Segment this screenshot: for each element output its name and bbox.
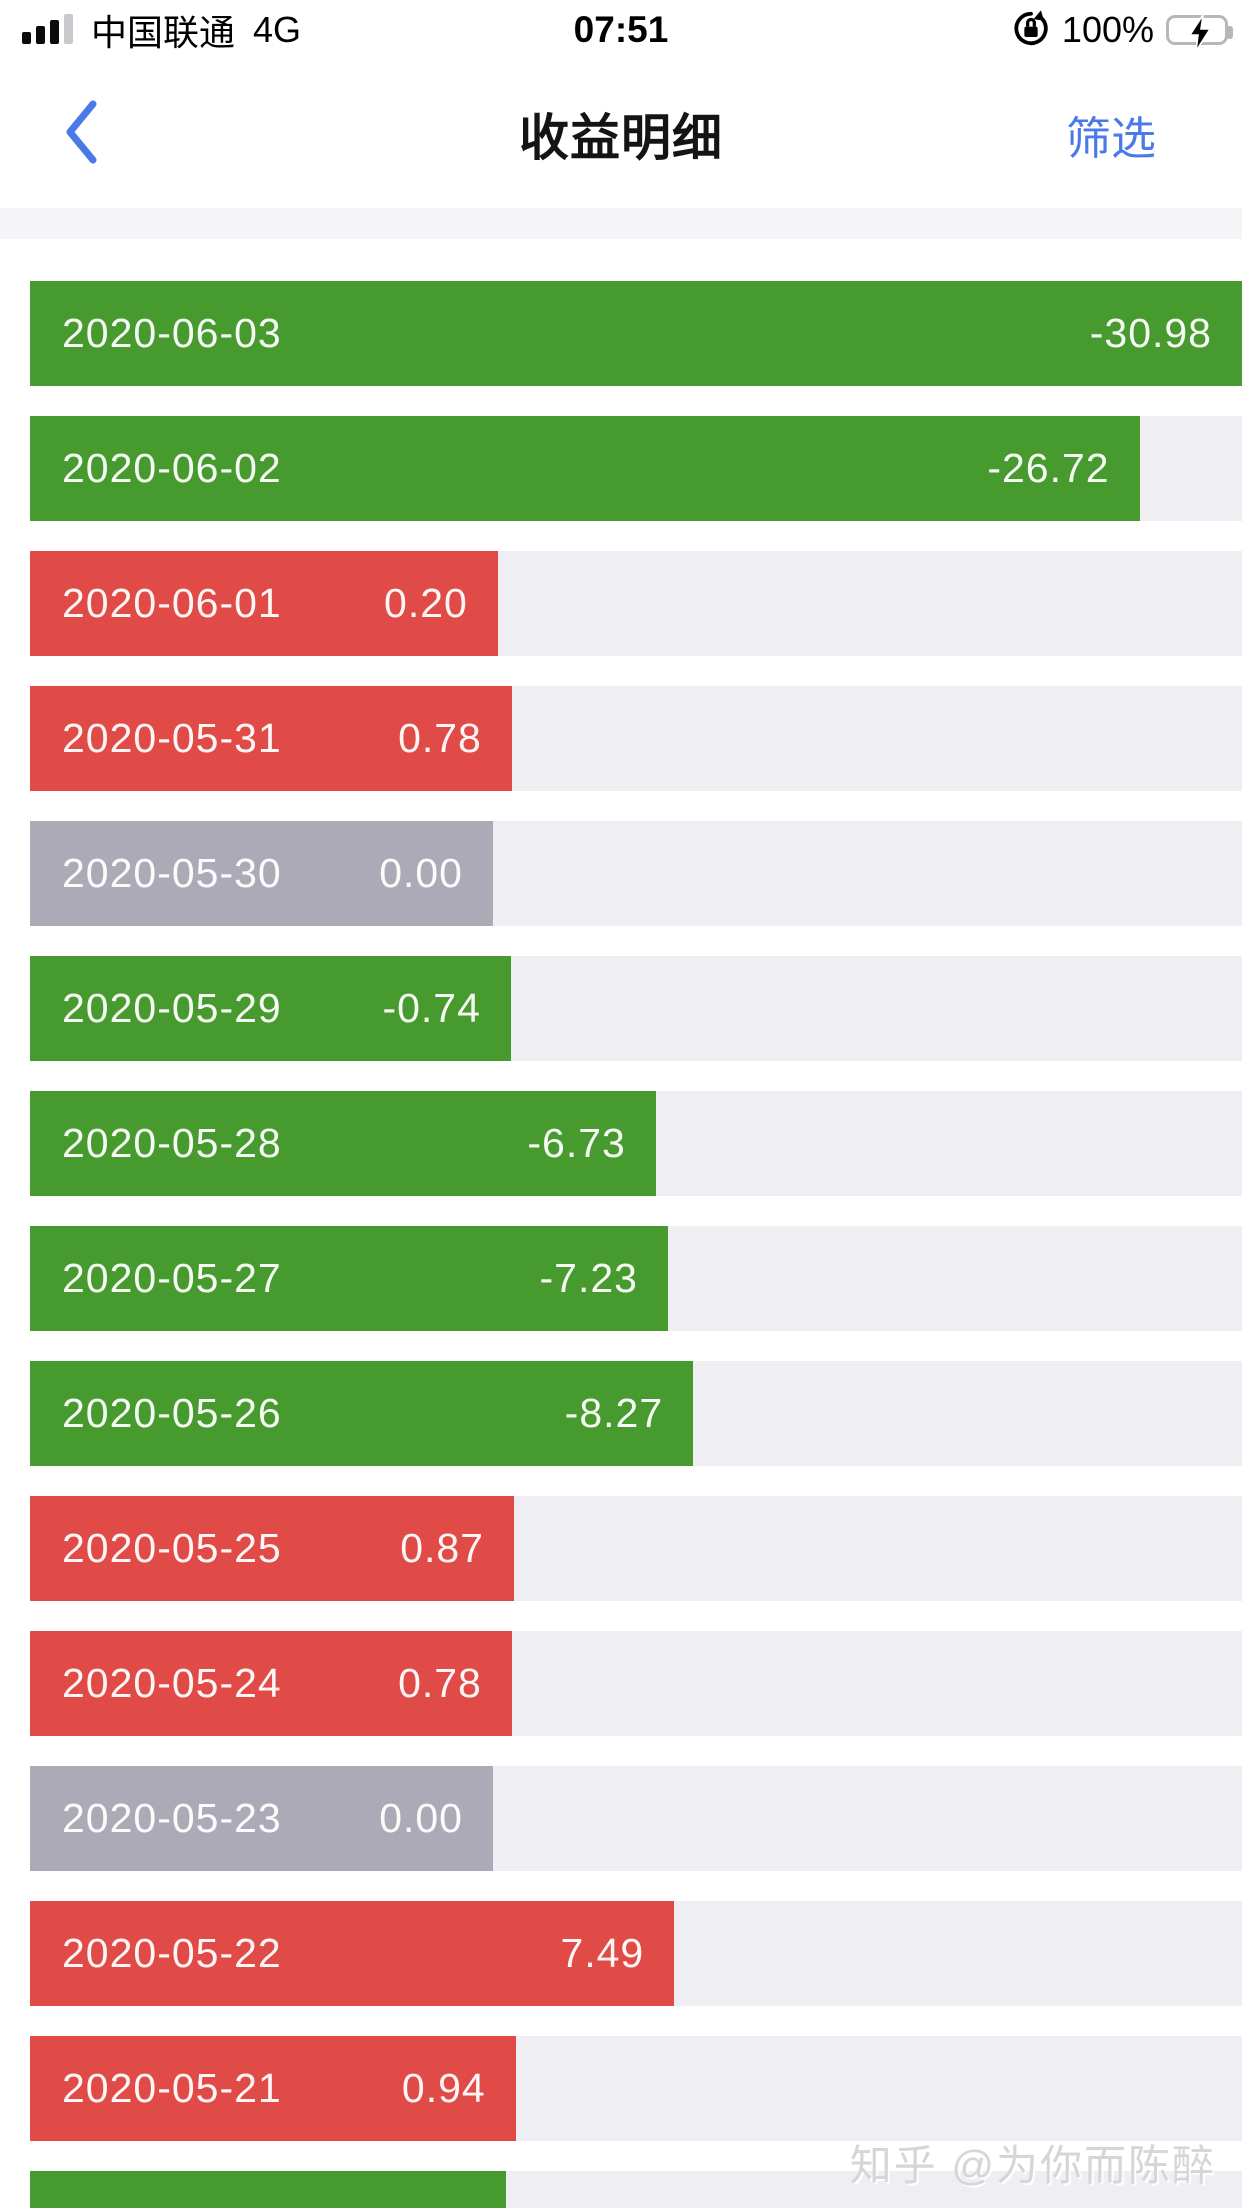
row-date: 2020-05-23 (62, 1795, 282, 1841)
back-button[interactable] (52, 60, 110, 208)
profit-bar: 2020-05-31 0.78 (30, 686, 512, 791)
chevron-left-icon (62, 99, 100, 170)
profit-row[interactable]: 2020-05-26 -8.27 (30, 1361, 1242, 1466)
row-date: 2020-05-27 (62, 1255, 282, 1301)
row-date: 2020-06-03 (62, 310, 282, 356)
profit-bar: 2020-06-02 -26.72 (30, 416, 1140, 521)
row-value: -8.27 (564, 1390, 664, 1436)
row-value: -7.23 (539, 1255, 638, 1301)
profit-row[interactable]: 2020-05-22 7.49 (30, 1901, 1242, 2006)
profit-bar: 2020-06-01 0.20 (30, 551, 498, 656)
row-value: 0.00 (379, 1795, 463, 1841)
profit-list: 2020-06-03 -30.98 2020-06-02 -26.72 2020-06-… (0, 239, 1242, 2208)
watermark-text: 知乎 @为你而陈醉 (849, 2142, 1216, 2189)
battery-charging-icon (1166, 14, 1233, 52)
row-date: 2020-05-30 (62, 850, 282, 896)
row-value: -26.72 (987, 445, 1110, 491)
profit-row[interactable]: 2020-06-01 0.20 (30, 551, 1242, 656)
profit-bar: 2020-05-29 -0.74 (30, 956, 511, 1061)
cellular-signal-icon (22, 14, 73, 45)
profit-row[interactable]: 2020-05-27 -7.23 (30, 1226, 1242, 1331)
profit-bar: 2020-05-23 0.00 (30, 1766, 493, 1871)
row-date: 2020-05-26 (62, 1390, 282, 1436)
profit-bar: 2020-06-03 -30.98 (30, 281, 1242, 386)
row-date: 2020-05-21 (62, 2065, 282, 2111)
row-date: 2020-05-22 (62, 1930, 282, 1976)
profit-row[interactable]: 2020-06-03 -30.98 (30, 281, 1242, 386)
profit-bar: 2020-05-26 -8.27 (30, 1361, 694, 1466)
carrier-label: 中国联通 (91, 12, 236, 53)
profit-row[interactable]: 2020-05-31 0.78 (30, 686, 1242, 791)
row-value: 0.87 (400, 1525, 485, 1571)
row-value: 7.49 (560, 1930, 645, 1976)
profit-bar: 2020-05-25 0.87 (30, 1496, 515, 1601)
status-left-group: 中国联通 4G (22, 0, 301, 60)
nav-bar: 收益明细 筛选 (0, 60, 1242, 208)
row-date: 2020-06-01 (62, 580, 282, 626)
row-value: -0.74 (382, 985, 481, 1031)
row-date: 2020-05-31 (62, 715, 282, 761)
profit-row[interactable]: 2020-05-29 -0.74 (30, 956, 1242, 1061)
profit-bar: 2020-05-21 0.94 (30, 2036, 516, 2141)
battery-percent-label: 100% (1061, 9, 1154, 50)
profit-bar: 2020-05-22 7.49 (30, 1901, 675, 2006)
profit-row[interactable]: 2020-06-02 -26.72 (30, 416, 1242, 521)
filter-button[interactable]: 筛选 (1065, 112, 1156, 164)
row-value: 0.94 (401, 2065, 486, 2111)
status-bar: 中国联通 4G 07:51 100% (0, 0, 1242, 60)
status-right-group: 100% (1012, 0, 1233, 60)
profit-row[interactable]: 2020-05-28 -6.73 (30, 1091, 1242, 1196)
profit-bar: 2020-05-24 0.78 (30, 1631, 512, 1736)
row-value: 0.20 (384, 580, 468, 626)
row-date: 2020-05-29 (62, 985, 282, 1031)
profit-row[interactable]: 2020-05-23 0.00 (30, 1766, 1242, 1871)
row-value: -6.73 (527, 1120, 626, 1166)
orientation-lock-icon (1012, 9, 1050, 52)
profit-bar (30, 2171, 506, 2208)
profit-row[interactable]: 2020-05-21 0.94 (30, 2036, 1242, 2141)
page-title: 收益明细 (519, 110, 723, 166)
profit-row[interactable]: 2020-05-24 0.78 (30, 1631, 1242, 1736)
profit-row[interactable]: 2020-05-30 0.00 (30, 821, 1242, 926)
row-date: 2020-05-28 (62, 1120, 282, 1166)
row-value: 0.78 (398, 715, 482, 761)
row-value: -30.98 (1089, 310, 1212, 356)
profit-row[interactable] (30, 2171, 1242, 2208)
row-date: 2020-06-02 (62, 445, 282, 491)
row-value: 0.78 (398, 1660, 482, 1706)
profit-bar: 2020-05-28 -6.73 (30, 1091, 656, 1196)
profit-bar: 2020-05-30 0.00 (30, 821, 493, 926)
profit-row[interactable]: 2020-05-25 0.87 (30, 1496, 1242, 1601)
section-separator (0, 208, 1242, 239)
network-type-label: 4G (253, 9, 302, 50)
profit-bar: 2020-05-27 -7.23 (30, 1226, 668, 1331)
row-value: 0.00 (379, 850, 463, 896)
row-date: 2020-05-25 (62, 1525, 282, 1571)
row-date: 2020-05-24 (62, 1660, 282, 1706)
